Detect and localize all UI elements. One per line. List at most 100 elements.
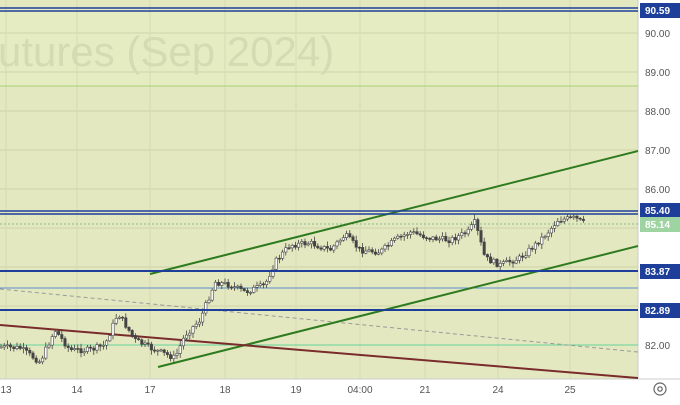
candle-body xyxy=(249,292,253,294)
price-level-labels: 90.59 85.40 85.14 83.87 82.89 xyxy=(640,3,680,318)
candle-body xyxy=(242,288,246,291)
price-tick-label: 90.00 xyxy=(645,29,670,40)
candle-body xyxy=(354,240,358,248)
candle-body xyxy=(31,352,35,359)
falling-trendline[interactable] xyxy=(0,324,639,379)
candle-body xyxy=(274,257,278,270)
candle-body xyxy=(521,255,525,258)
candle-body xyxy=(233,286,237,288)
price-tick-label: 87.00 xyxy=(645,146,670,157)
candle-body xyxy=(463,232,467,235)
candle-body xyxy=(316,245,320,249)
candle-body xyxy=(533,242,537,250)
candle-body xyxy=(82,351,86,354)
symbol-watermark: utures (Sep 2024) xyxy=(0,28,334,75)
candle-body xyxy=(297,242,301,248)
channel-lower-trendline[interactable] xyxy=(157,245,639,368)
time-axis-panel[interactable] xyxy=(0,379,680,400)
candle-body xyxy=(60,334,64,339)
price-axis-ticks: 90.00 89.00 88.00 87.00 86.00 82.00 xyxy=(645,29,670,352)
candle-body xyxy=(284,247,288,253)
candle-body xyxy=(421,234,425,239)
candle-body xyxy=(578,217,582,220)
candle-body xyxy=(181,337,185,347)
candle-body xyxy=(348,233,352,238)
candle-body xyxy=(524,255,528,258)
candle-body xyxy=(153,349,157,352)
candle-body xyxy=(159,349,163,352)
candle-body xyxy=(53,331,57,337)
candle-body xyxy=(37,361,41,364)
candle-body xyxy=(569,216,573,219)
candle-body xyxy=(303,241,307,246)
candle-body xyxy=(207,299,211,303)
candle-body xyxy=(76,348,80,350)
gridlines xyxy=(0,0,638,379)
gear-icon[interactable] xyxy=(653,382,667,396)
channel-upper-trendline[interactable] xyxy=(149,150,639,275)
level-label-83-87: 83.87 xyxy=(645,267,670,278)
candle-body xyxy=(313,241,317,247)
last-price-label: 85.14 xyxy=(645,220,670,231)
candle-body xyxy=(271,268,275,277)
candle-body xyxy=(165,352,169,355)
candle-body xyxy=(399,235,403,238)
candle-body xyxy=(191,326,195,334)
horizontal-levels[interactable] xyxy=(0,7,638,311)
candle-body xyxy=(21,347,25,349)
candle-body xyxy=(194,323,198,327)
candle-body xyxy=(556,221,560,226)
candle-body xyxy=(389,240,393,246)
candle-body xyxy=(492,258,496,264)
candle-body xyxy=(325,246,329,249)
candle-body xyxy=(34,357,38,363)
candle-body xyxy=(309,241,313,245)
candle-body xyxy=(562,218,566,222)
candle-body xyxy=(377,252,381,255)
candle-body xyxy=(108,335,112,342)
candle-body xyxy=(290,244,294,249)
candle-body xyxy=(498,262,502,267)
level-label-90-59: 90.59 xyxy=(645,6,670,17)
candle-body xyxy=(495,258,499,267)
price-tick-label: 82.00 xyxy=(645,341,670,352)
time-tick-label: 14 xyxy=(71,385,83,396)
candle-body xyxy=(485,254,489,258)
candle-body xyxy=(124,317,128,328)
candle-body xyxy=(197,321,201,325)
candle-body xyxy=(220,282,224,286)
candle-body xyxy=(501,261,505,264)
candle-body xyxy=(28,350,32,354)
candle-body xyxy=(204,302,208,314)
time-tick-label: 04:00 xyxy=(347,385,372,396)
price-tick-label: 86.00 xyxy=(645,185,670,196)
candle-body xyxy=(69,347,73,351)
candle-body xyxy=(338,239,342,243)
candle-body xyxy=(175,353,179,356)
candle-body xyxy=(418,233,422,236)
candle-body xyxy=(258,283,262,286)
candle-body xyxy=(370,249,374,253)
candle-body xyxy=(479,230,483,243)
candle-body xyxy=(332,245,336,251)
candle-body xyxy=(457,235,461,241)
candle-body xyxy=(277,257,281,260)
candle-body xyxy=(441,236,445,240)
candle-body xyxy=(437,238,441,241)
candle-body xyxy=(114,318,118,324)
candle-body xyxy=(47,344,51,348)
candle-body xyxy=(405,234,409,236)
candle-body xyxy=(178,345,182,354)
candle-body xyxy=(466,228,470,235)
candle-body xyxy=(223,282,227,284)
candle-body xyxy=(201,312,205,323)
candlesticks xyxy=(0,214,585,365)
candle-body xyxy=(143,342,147,345)
candle-body xyxy=(329,247,333,251)
candle-body xyxy=(255,285,259,288)
candle-body xyxy=(489,256,493,264)
candle-body xyxy=(66,345,70,348)
candle-body xyxy=(351,236,355,241)
candle-body xyxy=(434,236,438,241)
